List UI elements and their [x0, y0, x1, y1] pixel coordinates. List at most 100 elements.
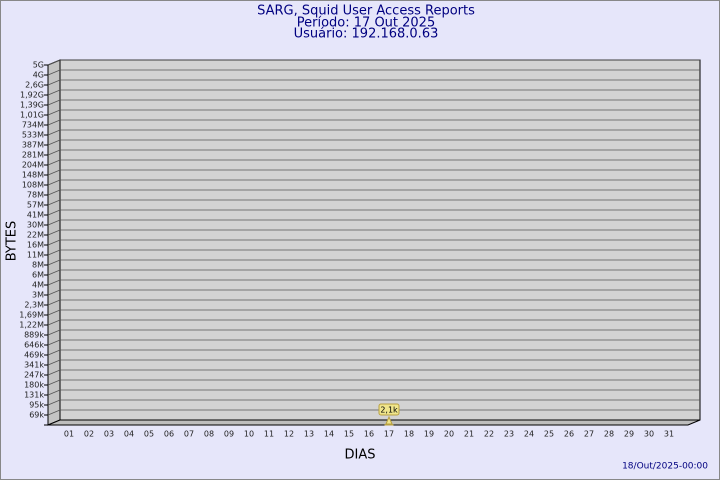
y-tick-label: 4M — [32, 281, 44, 290]
x-tick-label: 31 — [664, 430, 674, 439]
y-tick-label: 204M — [22, 161, 44, 170]
x-tick-label: 01 — [64, 430, 74, 439]
y-tick-label: 1,22M — [19, 321, 44, 330]
grid-line — [47, 309, 61, 316]
y-tick-label: 69k — [29, 411, 44, 420]
y-tick-label: 41M — [27, 211, 44, 220]
grid-line — [47, 169, 61, 176]
y-tick-label: 889k — [24, 331, 44, 340]
x-axis-label: DIAS — [345, 448, 376, 463]
grid-line — [47, 369, 61, 376]
x-tick-label: 28 — [604, 430, 614, 439]
y-tick-label: 78M — [27, 191, 44, 200]
x-tick-label: 07 — [184, 430, 194, 439]
y-tick-label: 16M — [27, 241, 44, 250]
footer: 18/Out/2025-00:00 — [622, 462, 708, 472]
grid-line — [47, 249, 61, 256]
grid-line — [47, 189, 61, 196]
x-tick-label: 13 — [304, 430, 314, 439]
grid-line — [47, 139, 61, 146]
grid-line — [47, 279, 61, 286]
grid-line — [47, 289, 61, 296]
y-tick-label: 2,3M — [24, 301, 44, 310]
grid-line — [47, 219, 61, 226]
grid-line — [47, 299, 61, 306]
grid-line — [47, 319, 61, 326]
grid-line — [47, 109, 61, 116]
x-tick-label: 20 — [444, 430, 454, 439]
y-tick-label: 6M — [32, 271, 44, 280]
grid-line — [47, 89, 61, 96]
grid-line — [47, 389, 61, 396]
chart-subtitle: Período: 17 Out 2025 — [297, 16, 435, 31]
y-tick-label: 247k — [24, 371, 44, 380]
y-tick-label: 1,69M — [19, 311, 44, 320]
y-tick-label: 5G — [33, 61, 44, 70]
x-tick-label: 05 — [144, 430, 154, 439]
x-tick-label: 25 — [544, 430, 554, 439]
x-tick-label: 15 — [344, 430, 354, 439]
grid-line — [47, 99, 61, 106]
grid-line — [47, 239, 61, 246]
x-tick-label: 22 — [484, 430, 494, 439]
grid-line — [47, 119, 61, 126]
y-tick-label: 387M — [22, 141, 44, 150]
x-tick-label: 02 — [84, 430, 94, 439]
grid-line — [47, 179, 61, 186]
y-tick-label: 281M — [22, 151, 44, 160]
grid-line — [47, 129, 61, 136]
y-tick-label: 95k — [29, 401, 44, 410]
chart-title: SARG, Squid User Access Reports — [257, 4, 475, 19]
y-tick-label: 2,6G — [25, 81, 44, 90]
value-label-box — [378, 403, 400, 416]
y-tick-label: 108M — [22, 181, 44, 190]
y-tick-label: 1,92G — [20, 91, 44, 100]
y-tick-label: 341k — [24, 361, 44, 370]
plot-floor — [47, 419, 701, 426]
x-tick-label: 23 — [504, 430, 514, 439]
x-tick-label: 19 — [424, 430, 434, 439]
grid-line — [47, 69, 61, 76]
x-tick-label: 04 — [124, 430, 134, 439]
x-tick-label: 14 — [324, 430, 334, 439]
x-tick-label: 21 — [464, 430, 474, 439]
value-label: 2,1k — [380, 406, 398, 415]
grid-line — [47, 59, 61, 66]
grid-line — [47, 159, 61, 166]
x-tick-label: 27 — [584, 430, 594, 439]
x-tick-label: 24 — [524, 430, 534, 439]
y-tick-label: 533M — [22, 131, 44, 140]
bar-marker — [385, 415, 393, 425]
y-tick-label: 148M — [22, 171, 44, 180]
grid-line — [47, 199, 61, 206]
y-axis-label: BYTES — [5, 221, 20, 262]
x-tick-label: 09 — [224, 430, 234, 439]
grid-line — [47, 399, 61, 406]
grid-line — [47, 339, 61, 346]
x-tick-label: 08 — [204, 430, 214, 439]
y-tick-label: 469k — [24, 351, 44, 360]
grid-line — [47, 359, 61, 366]
x-tick-label: 17 — [384, 430, 394, 439]
y-tick-label: 1,39G — [20, 101, 44, 110]
x-tick-label: 11 — [264, 430, 274, 439]
x-tick-label: 29 — [624, 430, 634, 439]
x-tick-label: 16 — [364, 430, 374, 439]
y-tick-label: 646k — [24, 341, 44, 350]
y-tick-label: 131k — [24, 391, 44, 400]
x-tick-label: 12 — [284, 430, 294, 439]
grid-line — [47, 259, 61, 266]
grid-line — [47, 379, 61, 386]
y-tick-label: 734M — [22, 121, 44, 130]
y-tick-label: 57M — [27, 201, 44, 210]
x-tick-label: 26 — [564, 430, 574, 439]
y-tick-label: 11M — [27, 251, 44, 260]
y-tick-label: 1,01G — [20, 111, 44, 120]
x-tick-label: 03 — [104, 430, 114, 439]
grid-line — [47, 269, 61, 276]
y-tick-label: 30M — [27, 221, 44, 230]
y-tick-label: 3M — [32, 291, 44, 300]
grid-line — [47, 229, 61, 236]
